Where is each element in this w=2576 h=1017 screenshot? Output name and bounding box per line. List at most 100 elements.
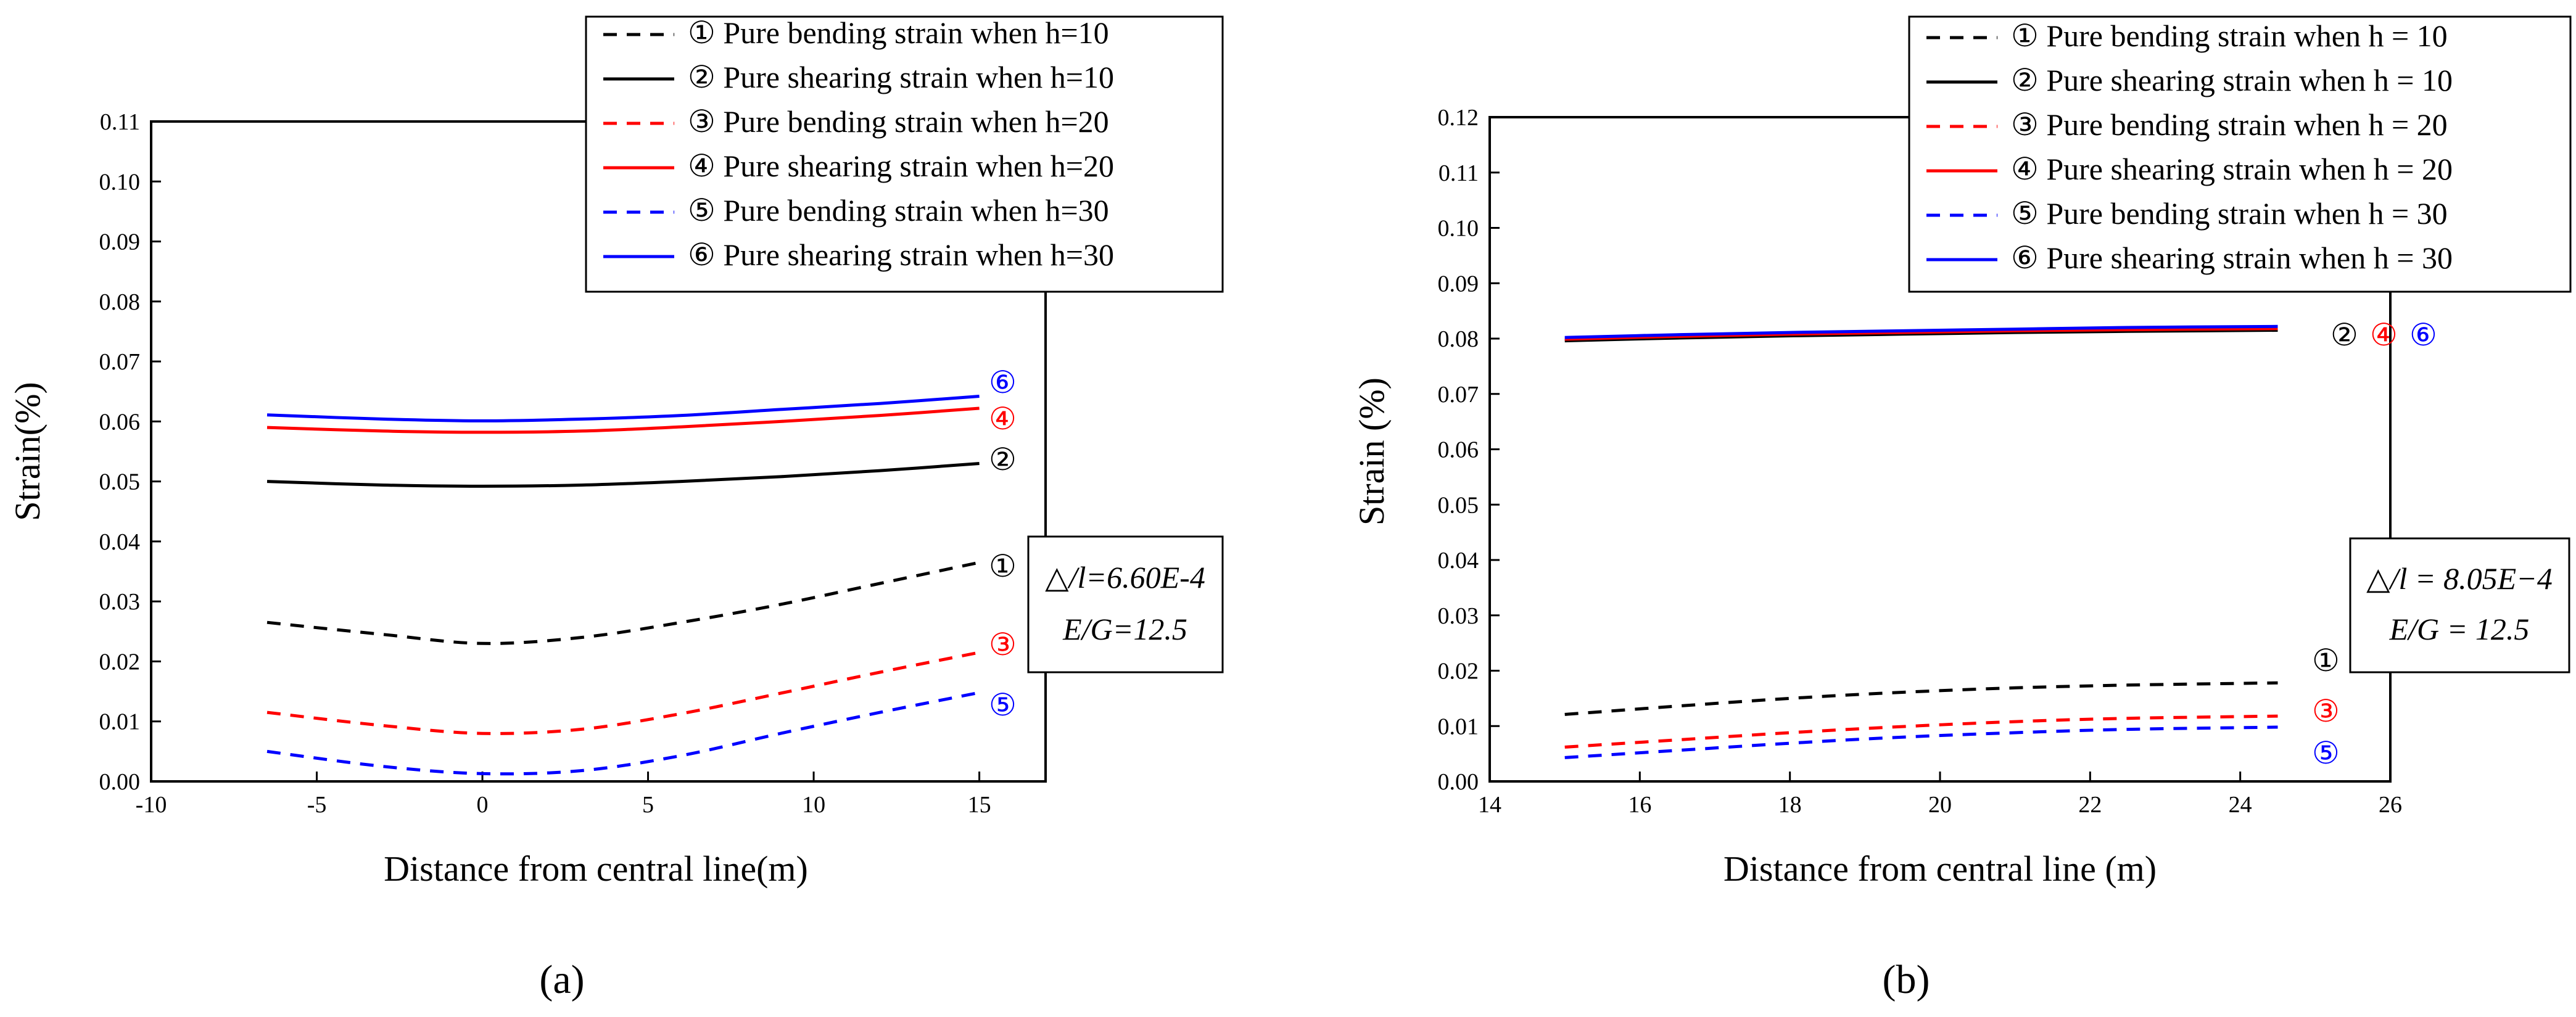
legend-label-b-4: ④ Pure shearing strain when h = 20 xyxy=(2011,152,2453,186)
legend-label-a-2: ② Pure shearing strain when h=10 xyxy=(688,60,1114,94)
y-tick-label-b: 0.05 xyxy=(1438,492,1479,518)
series-line-b-4 xyxy=(1564,327,2278,341)
series-line-a-2 xyxy=(266,462,980,488)
y-tick-label-a: 0.03 xyxy=(99,589,141,615)
x-tick-label-b: 20 xyxy=(1928,792,1952,818)
y-tick-label-b: 0.03 xyxy=(1438,603,1479,629)
series-line-a-5 xyxy=(266,691,980,776)
y-tick-label-a: 0.07 xyxy=(99,349,141,375)
marker-b-3: ③ xyxy=(2312,694,2340,728)
y-tick-label-a: 0.09 xyxy=(99,229,141,255)
y-tick-label-a: 0.04 xyxy=(99,529,141,555)
series-line-a-1 xyxy=(266,561,980,645)
y-tick-label-b: 0.11 xyxy=(1439,160,1479,186)
legend-label-a-4: ④ Pure shearing strain when h=20 xyxy=(688,149,1114,183)
x-tick-label-a: -10 xyxy=(136,792,167,818)
x-tick-label-b: 22 xyxy=(2078,792,2102,818)
y-tick-label-b: 0.09 xyxy=(1438,271,1479,297)
x-tick-label-a: -5 xyxy=(307,792,327,818)
y-tick-label-b: 0.02 xyxy=(1438,659,1479,685)
legend-label-b-2: ② Pure shearing strain when h = 10 xyxy=(2011,63,2453,97)
x-tick-label-b: 18 xyxy=(1778,792,1802,818)
y-tick-label-a: 0.08 xyxy=(99,289,141,315)
series-line-b-5 xyxy=(1564,725,2278,759)
y-tick-label-b: 0.01 xyxy=(1438,714,1479,739)
annotation-b-line1: △/l = 8.05E−4 xyxy=(2366,561,2553,596)
x-axis-title-b: Distance from central line (m) xyxy=(1724,849,2157,889)
annotation-box-b xyxy=(2349,537,2570,673)
y-tick-label-a: 0.10 xyxy=(99,169,141,195)
series-group-b xyxy=(1564,324,2278,759)
marker-a-4: ④ xyxy=(989,401,1017,436)
y-tick-label-b: 0.00 xyxy=(1438,769,1479,795)
marker-a-2: ② xyxy=(989,442,1017,477)
series-line-b-6 xyxy=(1564,324,2278,339)
y-tick-label-a: 0.00 xyxy=(99,769,141,795)
series-line-b-2 xyxy=(1564,329,2278,343)
x-tick-label-a: 0 xyxy=(477,792,489,818)
y-axis-title-a: Strain(%) xyxy=(7,382,47,521)
panel-a: -10 -5 0 5 10 15 0.00 0.01 0.02 0.03 0.04 0.05 0.06 0… xyxy=(7,15,1224,1002)
x-tick-label-b: 16 xyxy=(1628,792,1651,818)
x-tick-label-a: 5 xyxy=(642,792,654,818)
marker-b-1: ① xyxy=(2312,643,2340,678)
y-tick-label-b: 0.12 xyxy=(1438,105,1479,131)
y-tick-label-b: 0.08 xyxy=(1438,326,1479,352)
marker-b-6: ⑥ xyxy=(2409,318,2437,352)
marker-b-2: ② xyxy=(2330,318,2358,352)
series-line-a-4 xyxy=(266,406,980,434)
annotation-a: △/l=6.60E-4 E/G=12.5 xyxy=(1027,535,1224,673)
x-tick-label-b: 14 xyxy=(1478,792,1501,818)
legend-label-a-5: ⑤ Pure bending strain when h=30 xyxy=(688,193,1109,228)
panel-label-a: (a) xyxy=(539,957,584,1002)
y-axis-title-b: Strain (%) xyxy=(1352,377,1392,525)
legend-label-a-6: ⑥ Pure shearing strain when h=30 xyxy=(688,237,1114,272)
x-tick-label-b: 24 xyxy=(2229,792,2252,818)
legend-entries-b: ① Pure bending strain when h = 10 ② Pure … xyxy=(1926,19,2453,275)
y-tick-label-b: 0.04 xyxy=(1438,548,1479,574)
y-tick-label-a: 0.01 xyxy=(99,709,141,735)
marker-a-1: ① xyxy=(989,549,1017,583)
y-tick-label-a: 0.06 xyxy=(99,409,141,435)
legend-label-a-3: ③ Pure bending strain when h=20 xyxy=(688,104,1109,139)
series-line-a-6 xyxy=(266,395,980,422)
series-line-b-1 xyxy=(1564,681,2278,716)
y-tick-label-b: 0.06 xyxy=(1438,437,1479,463)
y-tick-label-b: 0.10 xyxy=(1438,216,1479,242)
legend-b: ① Pure bending strain when h = 10 ② Pure … xyxy=(1908,15,2572,293)
tick-group-a: -10 -5 0 5 10 15 0.00 0.01 0.02 0.03 0.04 0.05 0.06 0… xyxy=(99,109,991,818)
legend-label-a-1: ① Pure bending strain when h=10 xyxy=(688,15,1109,50)
x-tick-label-a: 15 xyxy=(968,792,991,818)
legend-label-b-1: ① Pure bending strain when h = 10 xyxy=(2011,19,2448,53)
panel-b: 14 16 18 20 22 24 26 0.00 0.01 0.02 0.03 0.04 0.05 0.… xyxy=(1352,15,2572,1002)
annotation-b: △/l = 8.05E−4 E/G = 12.5 xyxy=(2349,537,2570,673)
series-group-a xyxy=(266,395,980,776)
marker-b-4: ④ xyxy=(2370,318,2398,352)
legend-label-b-6: ⑥ Pure shearing strain when h = 30 xyxy=(2011,241,2453,275)
y-tick-label-b: 0.07 xyxy=(1438,382,1479,408)
marker-b-5: ⑤ xyxy=(2312,736,2340,770)
marker-a-5: ⑤ xyxy=(989,688,1017,722)
annotation-b-line2: E/G = 12.5 xyxy=(2389,612,2530,646)
series-line-a-3 xyxy=(266,651,980,735)
annotation-a-line1: △/l=6.60E-4 xyxy=(1045,560,1205,595)
panel-label-b: (b) xyxy=(1883,957,1930,1002)
legend-box-b xyxy=(1908,15,2572,293)
marker-a-3: ③ xyxy=(989,627,1017,662)
legend-box-a xyxy=(585,15,1224,293)
annotation-a-line2: E/G=12.5 xyxy=(1062,612,1187,646)
y-tick-label-a: 0.11 xyxy=(100,109,140,135)
x-axis-title-a: Distance from central line(m) xyxy=(384,849,808,889)
legend-entries-a: ① Pure bending strain when h=10 ② Pure sh… xyxy=(603,15,1114,272)
marker-a-6: ⑥ xyxy=(989,365,1017,400)
legend-a: ① Pure bending strain when h=10 ② Pure sh… xyxy=(585,15,1224,293)
x-tick-label-a: 10 xyxy=(802,792,825,818)
y-tick-label-a: 0.05 xyxy=(99,469,141,495)
legend-label-b-3: ③ Pure bending strain when h = 20 xyxy=(2011,107,2448,142)
y-tick-label-a: 0.02 xyxy=(99,649,141,675)
annotation-box-a xyxy=(1027,535,1224,673)
series-line-b-3 xyxy=(1564,714,2278,749)
legend-label-b-5: ⑤ Pure bending strain when h = 30 xyxy=(2011,196,2448,231)
